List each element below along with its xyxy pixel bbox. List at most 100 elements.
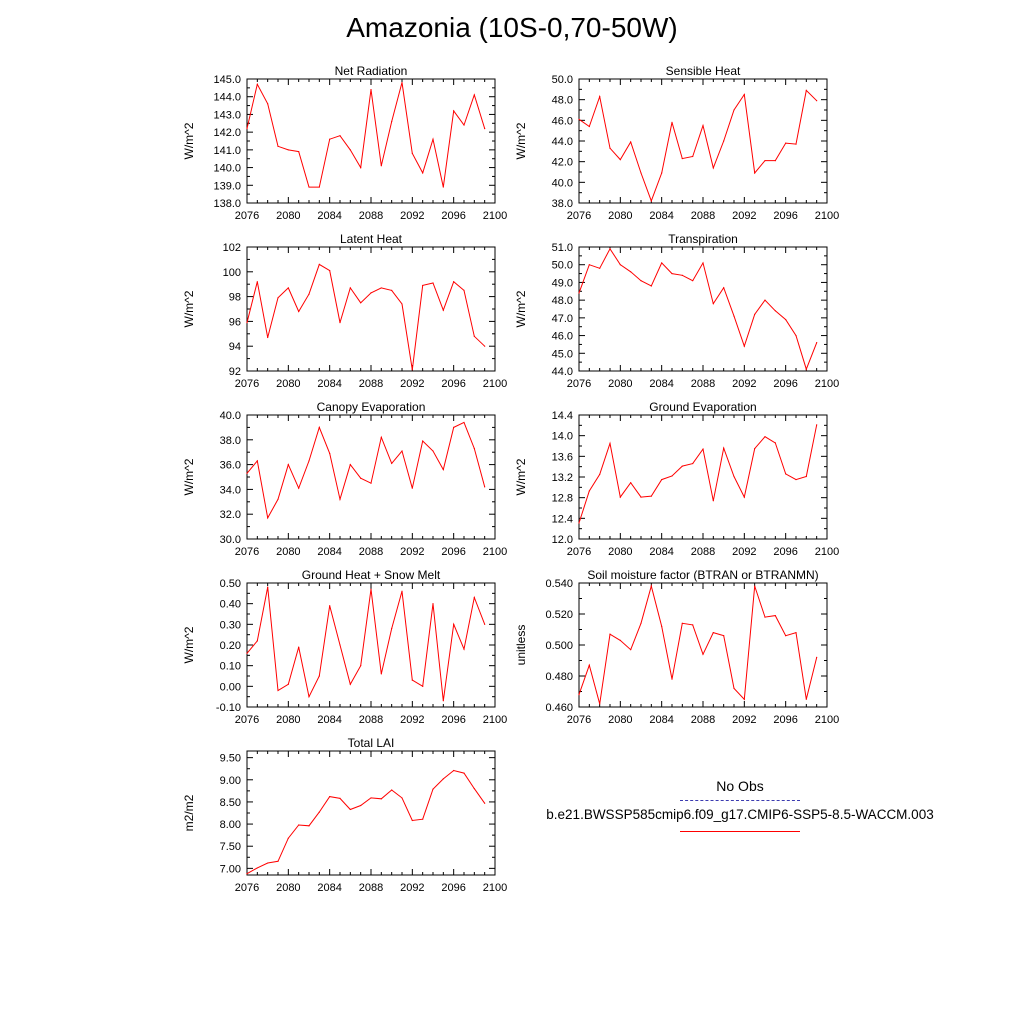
data-point <box>370 797 372 799</box>
data-point <box>442 700 444 702</box>
y-tick-label: 12.4 <box>552 513 573 525</box>
x-tick-label: 2100 <box>815 210 839 222</box>
data-point <box>650 585 652 587</box>
data-point <box>318 263 320 265</box>
data-point <box>764 160 766 162</box>
data-point <box>671 272 673 275</box>
y-axis-label: W/m^2 <box>514 122 528 159</box>
data-point <box>370 89 372 91</box>
x-tick-label: 2084 <box>317 378 341 390</box>
y-tick-label: 13.6 <box>552 451 573 463</box>
data-point <box>661 625 663 628</box>
y-tick-label: 0.30 <box>220 619 241 631</box>
data-point <box>256 867 258 869</box>
data-point <box>411 679 413 681</box>
data-point <box>712 303 714 305</box>
data-point <box>298 824 300 826</box>
data-point <box>339 135 341 137</box>
y-tick-label: 0.540 <box>545 578 573 590</box>
x-tick-label: 2092 <box>400 210 424 222</box>
x-tick-label: 2096 <box>441 210 465 222</box>
data-point <box>298 487 300 489</box>
data-point <box>619 639 621 641</box>
data-point <box>432 788 434 790</box>
x-tick-label: 2100 <box>815 714 839 726</box>
panel-title: Sensible Heat <box>666 64 741 78</box>
data-point <box>401 450 403 452</box>
x-tick-label: 2080 <box>608 378 632 390</box>
data-point <box>764 436 766 438</box>
panel-title: Net Radiation <box>335 64 408 78</box>
series-line <box>578 89 818 203</box>
x-tick-label: 2092 <box>400 882 424 894</box>
data-point <box>640 496 642 498</box>
x-tick-label: 2088 <box>691 714 715 726</box>
y-tick-label: 142.0 <box>213 127 241 139</box>
y-axis-label: unitless <box>514 625 528 666</box>
data-point <box>473 335 475 337</box>
y-tick-label: 140.0 <box>213 163 241 175</box>
y-tick-label: 47.0 <box>552 313 573 325</box>
data-point <box>318 186 320 188</box>
data-point <box>246 472 248 474</box>
data-point <box>661 172 663 174</box>
data-point <box>764 299 766 301</box>
data-point <box>733 315 735 317</box>
data-point <box>599 95 601 98</box>
legend-obs-line <box>680 800 800 801</box>
data-point <box>349 287 351 289</box>
data-point <box>630 482 632 484</box>
y-tick-label: 0.10 <box>220 661 241 673</box>
x-tick-label: 2084 <box>317 714 341 726</box>
panel-canopy-evaporation: 2076 2080 2084 2088 2092 2096 2100 30.0 32.0 34.0… <box>182 400 507 558</box>
x-tick-label: 2096 <box>773 714 797 726</box>
panel-title: Total LAI <box>348 736 395 750</box>
data-point <box>754 313 756 315</box>
data-point <box>733 109 735 111</box>
data-point <box>754 585 756 587</box>
data-point <box>619 264 621 266</box>
data-point <box>702 262 704 264</box>
data-point <box>339 322 341 324</box>
x-tick-label: 2096 <box>441 378 465 390</box>
x-tick-label: 2088 <box>359 378 383 390</box>
data-point <box>723 287 725 289</box>
y-tick-label: 8.00 <box>220 819 241 831</box>
data-point <box>723 635 725 637</box>
x-tick-label: 2088 <box>359 546 383 558</box>
data-point <box>702 124 704 127</box>
data-point <box>308 696 310 698</box>
data-point <box>256 460 258 462</box>
data-point <box>370 588 372 590</box>
data-point <box>267 862 269 864</box>
x-tick-label: 2096 <box>441 714 465 726</box>
data-point <box>578 118 580 120</box>
x-tick-label: 2088 <box>691 546 715 558</box>
data-point <box>805 89 807 91</box>
y-tick-label: 94 <box>229 341 241 353</box>
data-point <box>360 665 362 667</box>
x-tick-label: 2096 <box>441 882 465 894</box>
panel-title: Ground Heat + Snow Melt <box>302 568 441 582</box>
data-point <box>391 120 393 123</box>
data-point <box>743 698 745 700</box>
y-tick-label: 96 <box>229 316 241 328</box>
data-point <box>246 128 248 130</box>
data-point <box>463 421 465 424</box>
panel-title: Ground Evaporation <box>649 400 756 414</box>
x-tick-label: 2088 <box>691 378 715 390</box>
data-point <box>432 282 434 284</box>
data-point <box>795 334 797 337</box>
data-point <box>380 798 382 800</box>
data-point <box>774 442 776 444</box>
y-tick-label: 0.00 <box>220 681 241 693</box>
data-point <box>743 93 745 96</box>
x-tick-label: 2092 <box>400 714 424 726</box>
x-tick-label: 2088 <box>359 210 383 222</box>
data-point <box>422 685 424 687</box>
data-point <box>692 280 694 282</box>
panel-soil-moisture-factor-btran-or-btranmn: 2076 2080 2084 2088 2092 2096 2100 0.460 0.480 0.… <box>514 568 839 726</box>
x-tick-label: 2076 <box>235 546 259 558</box>
x-tick-label: 2080 <box>276 210 300 222</box>
x-tick-label: 2100 <box>815 378 839 390</box>
